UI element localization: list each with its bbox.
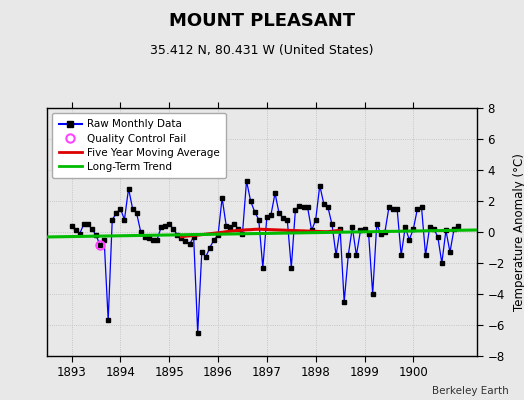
Text: Berkeley Earth: Berkeley Earth (432, 386, 508, 396)
Legend: Raw Monthly Data, Quality Control Fail, Five Year Moving Average, Long-Term Tren: Raw Monthly Data, Quality Control Fail, … (52, 113, 226, 178)
Text: MOUNT PLEASANT: MOUNT PLEASANT (169, 12, 355, 30)
Text: 35.412 N, 80.431 W (United States): 35.412 N, 80.431 W (United States) (150, 44, 374, 57)
Y-axis label: Temperature Anomaly (°C): Temperature Anomaly (°C) (513, 153, 524, 311)
